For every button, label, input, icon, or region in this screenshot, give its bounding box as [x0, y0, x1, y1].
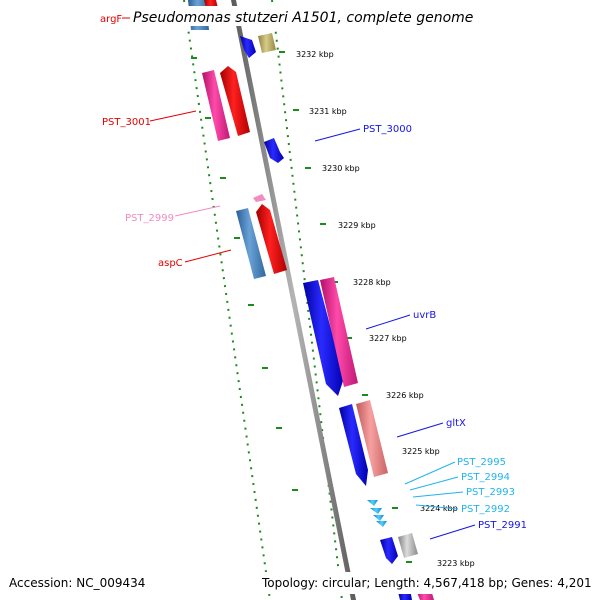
- gene-aspC[interactable]: [236, 208, 266, 279]
- title-background: [130, 6, 470, 26]
- tick-label-3224: 3224 kbp: [420, 504, 458, 513]
- label-PST_2994: PST_2994: [461, 472, 510, 483]
- gene-2991-gray[interactable]: [398, 533, 418, 558]
- accession-text: Accession: NC_009434: [9, 576, 145, 590]
- label-gltX: gltX: [446, 418, 466, 429]
- label-PST_2993: PST_2993: [466, 487, 515, 498]
- gene-PST_2993[interactable]: [373, 515, 384, 521]
- label-aspC: aspC: [158, 258, 183, 269]
- topology-text: Topology: circular; Length: 4,567,418 bp…: [261, 576, 592, 590]
- gene-PST_2995[interactable]: [367, 500, 378, 506]
- gene-PST_3001[interactable]: [202, 70, 230, 141]
- gene-PST_3001-red[interactable]: [220, 66, 250, 136]
- label-uvrB: uvrB: [413, 310, 436, 321]
- gene-PST_2999[interactable]: [253, 194, 266, 202]
- tick-label-3231: 3231 kbp: [309, 107, 347, 116]
- gene-3232-olive[interactable]: [258, 33, 276, 53]
- label-PST_2992: PST_2992: [461, 504, 510, 515]
- gene-PST_2992[interactable]: [376, 521, 387, 527]
- track-band: [182, 0, 356, 600]
- gene-gltX[interactable]: [339, 404, 368, 486]
- label-PST_2991: PST_2991: [478, 520, 527, 531]
- gene-3232-blue[interactable]: [240, 36, 256, 58]
- label-leader-lines: [122, 17, 476, 540]
- label-PST_2999: PST_2999: [125, 213, 174, 224]
- tick-label-3232: 3232 kbp: [296, 50, 334, 59]
- tick-label-3230: 3230 kbp: [322, 164, 360, 173]
- label-PST_3001: PST_3001: [102, 117, 151, 128]
- tick-label-3226: 3226 kbp: [386, 391, 424, 400]
- gene-uvrB-pink[interactable]: [320, 277, 358, 387]
- tick-labels: 3232 kbp 3231 kbp 3230 kbp 3229 kbp 3228…: [296, 50, 475, 568]
- label-PST_3000: PST_3000: [363, 124, 412, 135]
- gene-PST_2994[interactable]: [370, 508, 382, 514]
- label-PST_2995: PST_2995: [457, 457, 506, 468]
- cyan-genes: [367, 500, 387, 527]
- tick-label-3225: 3225 kbp: [402, 447, 440, 456]
- label-argF: argF: [100, 14, 122, 25]
- tick-label-3227: 3227 kbp: [369, 334, 407, 343]
- tick-label-3228: 3228 kbp: [353, 278, 391, 287]
- genome-backbone: [231, 0, 356, 600]
- inner-dotted-track: [183, 0, 271, 600]
- gene-PST_3000[interactable]: [264, 138, 284, 163]
- footer-background: [0, 572, 600, 594]
- gene-PST_2991[interactable]: [380, 537, 398, 564]
- inner-tick-marks: [191, 57, 298, 491]
- tick-label-3223: 3223 kbp: [437, 559, 475, 568]
- tick-label-3229: 3229 kbp: [338, 221, 376, 230]
- gene-gltX-salmon[interactable]: [356, 400, 388, 477]
- gene-aspC-red[interactable]: [256, 204, 287, 274]
- gene-uvrB[interactable]: [303, 280, 344, 396]
- map-title: Pseudomonas stutzeri A1501, complete gen…: [133, 10, 473, 26]
